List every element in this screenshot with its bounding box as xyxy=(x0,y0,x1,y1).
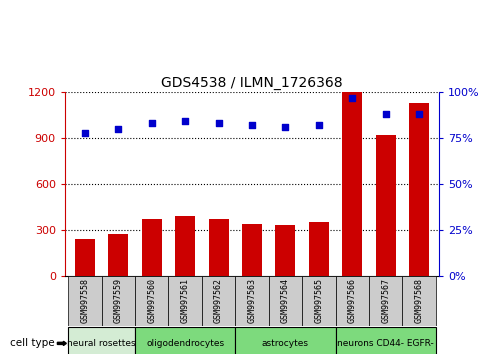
Bar xyxy=(175,216,195,276)
Point xyxy=(81,130,89,135)
Text: GSM997563: GSM997563 xyxy=(248,278,256,324)
Text: astrocytes: astrocytes xyxy=(262,339,309,348)
Point xyxy=(248,122,256,128)
Bar xyxy=(202,276,236,326)
Bar xyxy=(108,234,128,276)
Bar xyxy=(236,327,335,354)
Text: GSM997564: GSM997564 xyxy=(281,278,290,324)
Text: GSM997568: GSM997568 xyxy=(415,278,424,324)
Text: GSM997558: GSM997558 xyxy=(80,278,89,324)
Bar xyxy=(209,219,229,276)
Bar xyxy=(309,222,329,276)
Text: GSM997561: GSM997561 xyxy=(181,278,190,324)
Text: GSM997566: GSM997566 xyxy=(348,278,357,324)
Bar xyxy=(342,92,362,276)
Bar xyxy=(102,276,135,326)
Bar xyxy=(268,276,302,326)
Title: GDS4538 / ILMN_1726368: GDS4538 / ILMN_1726368 xyxy=(161,76,343,90)
Text: neural rosettes: neural rosettes xyxy=(67,339,136,348)
Bar xyxy=(302,276,335,326)
Bar xyxy=(275,225,295,276)
Point xyxy=(315,122,323,128)
Text: GSM997559: GSM997559 xyxy=(114,278,123,324)
Bar xyxy=(169,276,202,326)
Point xyxy=(114,126,122,132)
Bar xyxy=(135,327,236,354)
Text: GSM997565: GSM997565 xyxy=(314,278,323,324)
Bar xyxy=(335,327,436,354)
Point xyxy=(281,124,289,130)
Bar xyxy=(142,219,162,276)
Text: GSM997562: GSM997562 xyxy=(214,278,223,324)
Text: oligodendrocytes: oligodendrocytes xyxy=(146,339,224,348)
Bar xyxy=(409,103,429,276)
Point xyxy=(181,119,189,124)
Point xyxy=(348,95,356,101)
Text: GSM997560: GSM997560 xyxy=(147,278,156,324)
Text: cell type: cell type xyxy=(10,338,55,348)
Bar xyxy=(335,276,369,326)
Bar xyxy=(68,276,102,326)
Bar xyxy=(68,327,135,354)
Bar xyxy=(135,276,169,326)
Point xyxy=(148,120,156,126)
Point xyxy=(415,111,423,117)
Bar xyxy=(242,224,262,276)
Bar xyxy=(75,239,95,276)
Bar xyxy=(369,276,402,326)
Point xyxy=(382,111,390,117)
Point xyxy=(215,120,223,126)
Bar xyxy=(402,276,436,326)
Bar xyxy=(376,135,396,276)
Text: GSM997567: GSM997567 xyxy=(381,278,390,324)
Text: neurons CD44- EGFR-: neurons CD44- EGFR- xyxy=(337,339,434,348)
Bar xyxy=(236,276,268,326)
